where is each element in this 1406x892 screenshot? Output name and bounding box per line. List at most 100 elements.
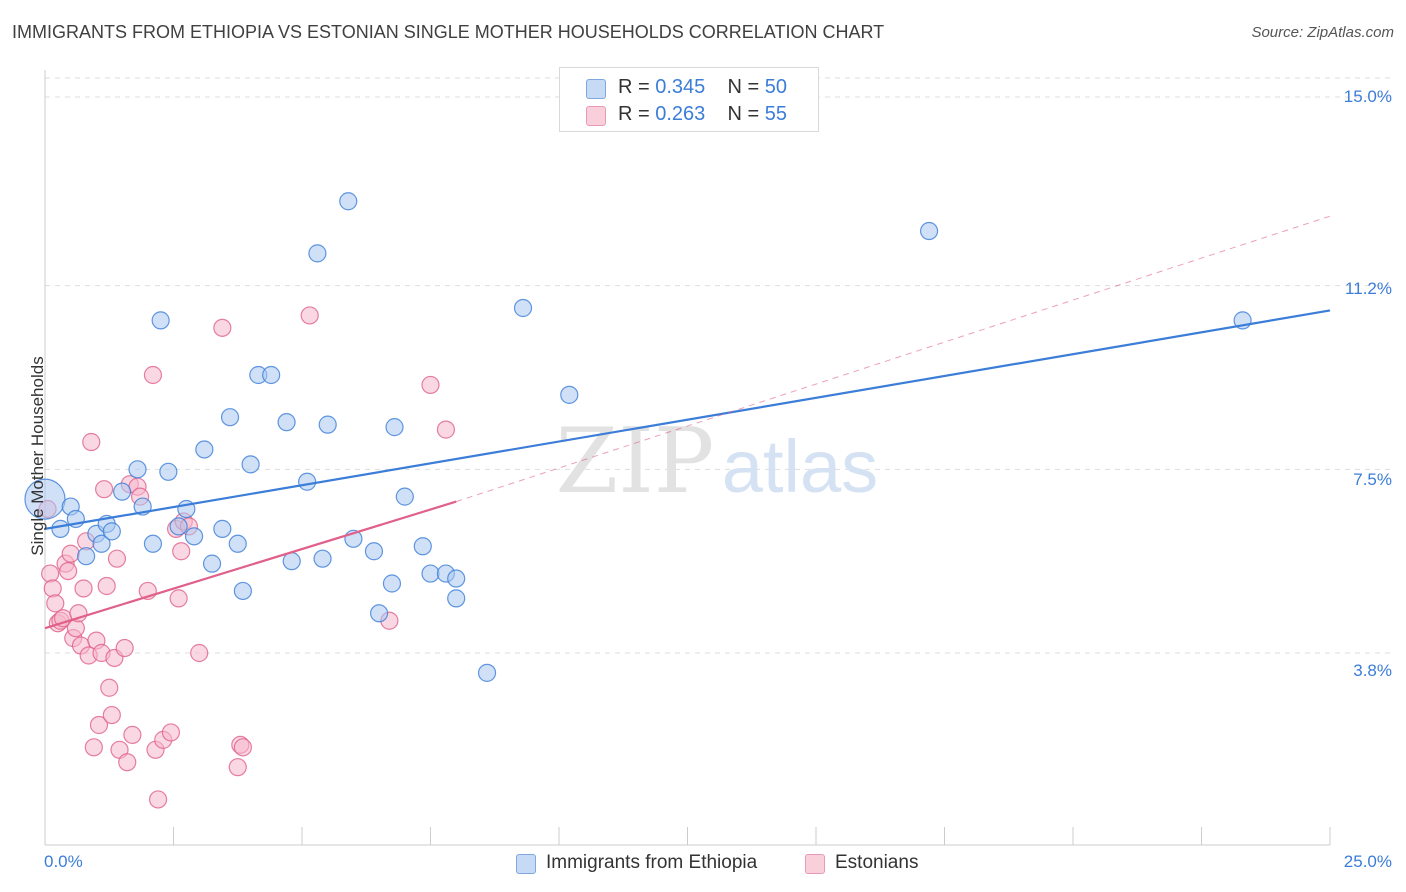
- x-tick-label-max: 25.0%: [1343, 852, 1392, 871]
- data-point: [241, 455, 260, 474]
- ethiopia-trend-line: [44, 309, 1331, 530]
- data-point: [66, 619, 85, 638]
- data-point: [51, 519, 70, 538]
- data-point: [190, 643, 209, 663]
- data-point: [169, 517, 188, 536]
- data-point: [560, 385, 579, 404]
- data-point: [233, 738, 252, 757]
- data-point: [202, 554, 222, 573]
- data-point: [46, 594, 65, 613]
- data-point: [89, 715, 109, 735]
- data-point: [262, 365, 281, 385]
- data-point: [95, 480, 114, 499]
- data-point: [298, 472, 317, 491]
- data-point: [143, 365, 163, 385]
- data-point: [161, 723, 181, 742]
- r-label: R =: [618, 76, 656, 98]
- data-point: [233, 581, 252, 601]
- trend-lines: [44, 215, 1331, 630]
- data-point: [43, 579, 62, 598]
- estonians-swatch: [805, 854, 825, 874]
- x-tick-label-min: 0.0%: [44, 852, 83, 871]
- data-point: [195, 440, 214, 459]
- data-point: [213, 318, 232, 337]
- data-point: [413, 537, 432, 556]
- data-point: [228, 534, 247, 553]
- data-point: [107, 549, 127, 568]
- data-point: [82, 432, 101, 452]
- data-point: [919, 221, 939, 241]
- data-point: [112, 482, 132, 501]
- data-point: [123, 725, 142, 745]
- legend-series-name: Immigrants from Ethiopia: [546, 852, 758, 873]
- data-point: [370, 604, 389, 623]
- data-point: [143, 534, 163, 553]
- data-point: [395, 487, 414, 506]
- data-point: [74, 579, 93, 598]
- data-point: [102, 705, 121, 725]
- data-point: [61, 544, 80, 563]
- watermark-zip: ZIP: [556, 409, 715, 514]
- data-point: [282, 552, 301, 571]
- data-point: [77, 547, 96, 566]
- data-point: [102, 522, 121, 541]
- data-point: [92, 534, 111, 553]
- data-point: [151, 311, 170, 330]
- data-point: [447, 569, 466, 588]
- data-point: [308, 244, 327, 263]
- r-value: 0.263: [655, 103, 706, 125]
- estonians-trend-line: [44, 500, 457, 630]
- data-point: [436, 420, 456, 439]
- n-value: 55: [764, 103, 788, 125]
- chart-title: IMMIGRANTS FROM ETHIOPIA VS ESTONIAN SIN…: [12, 22, 885, 42]
- data-point: [220, 408, 240, 427]
- data-point: [318, 415, 337, 434]
- legend-text: R = 0.263 N = 55: [618, 103, 787, 126]
- data-point: [421, 375, 440, 395]
- n-label: N =: [727, 76, 765, 98]
- data-point: [184, 527, 204, 546]
- data-point: [148, 790, 168, 809]
- ethiopia-swatch: [586, 79, 606, 99]
- y-tick-label: 11.2%: [1345, 279, 1392, 298]
- ethiopia-points: [24, 192, 1252, 682]
- data-point: [169, 589, 188, 608]
- estonians-points: [38, 306, 456, 809]
- data-point: [313, 549, 332, 568]
- estonians-swatch: [586, 106, 606, 126]
- legend-series-name: Estonians: [835, 852, 919, 873]
- r-value: 0.345: [655, 76, 706, 98]
- data-point: [213, 519, 232, 538]
- data-point: [385, 418, 404, 437]
- data-point: [447, 589, 466, 608]
- data-point: [364, 542, 384, 561]
- y-axis-label: Single Mother Households: [28, 356, 47, 556]
- data-point: [128, 460, 147, 479]
- y-tick-label: 15.0%: [1343, 87, 1392, 106]
- data-point: [300, 306, 319, 325]
- n-value: 50: [764, 76, 788, 98]
- n-label: N =: [727, 103, 765, 125]
- data-point: [115, 638, 134, 658]
- data-point: [41, 564, 60, 583]
- watermark-atlas: atlas: [722, 425, 878, 508]
- data-point: [228, 758, 247, 777]
- legend-text: R = 0.345 N = 50: [618, 76, 787, 99]
- data-point: [382, 574, 402, 593]
- data-point: [118, 753, 137, 772]
- ethiopia-swatch: [516, 854, 536, 874]
- data-point: [339, 192, 358, 211]
- source-label: Source: ZipAtlas.com: [1251, 24, 1394, 41]
- data-point: [24, 478, 66, 520]
- r-label: R =: [618, 103, 656, 125]
- estonians-trend-extension: [456, 215, 1331, 503]
- legend: R = 0.345 N = 50 R = 0.263 N = 55: [559, 67, 819, 132]
- data-point: [277, 413, 296, 432]
- data-point: [59, 561, 78, 581]
- y-tick-label: 7.5%: [1353, 470, 1392, 489]
- data-point: [97, 576, 116, 596]
- data-point: [513, 298, 533, 318]
- data-point: [100, 678, 119, 697]
- data-point: [421, 564, 440, 583]
